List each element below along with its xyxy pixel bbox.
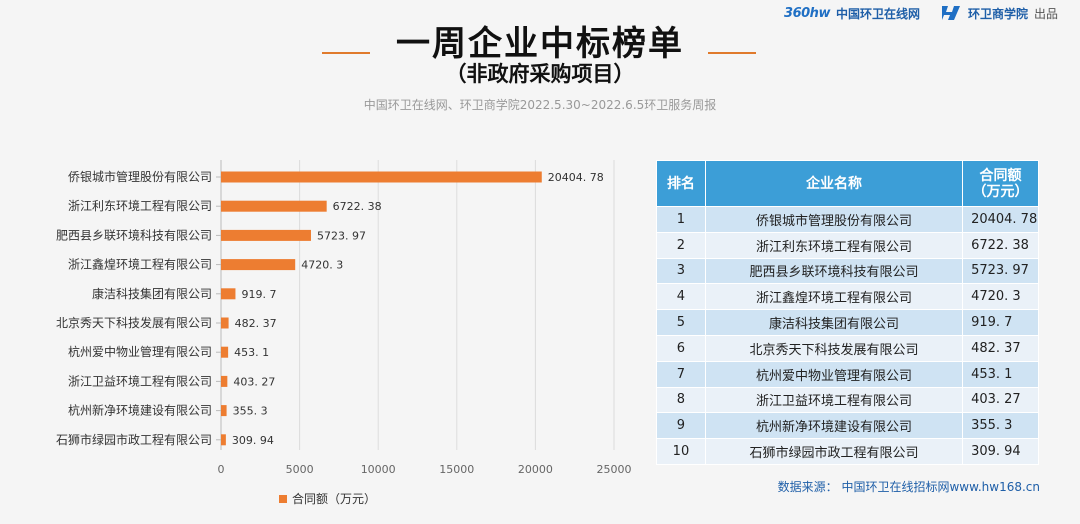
legend-swatch (279, 495, 287, 503)
table-row: 9 杭州新净环境建设有限公司 355. 3 (656, 412, 1039, 440)
rank-cell: 3 (656, 257, 706, 285)
data-label: 453. 1 (234, 346, 269, 359)
rank-cell: 1 (656, 206, 706, 233)
table-header-row: 排名 企业名称 合同额 （万元） (656, 160, 1039, 207)
amount-cell: 5723. 97 (962, 257, 1039, 285)
x-tick-label: 20000 (518, 463, 553, 476)
data-label: 482. 37 (235, 317, 277, 330)
bar (221, 200, 327, 212)
x-tick-label: 15000 (439, 463, 474, 476)
table-row: 1 侨银城市管理股份有限公司 20404. 78 (656, 206, 1039, 233)
brand-bar: 360hw 中国环卫在线网 环卫商学院 出品 (784, 4, 1058, 22)
category-label: 杭州爱中物业管理有限公司 (68, 344, 212, 359)
table-row: 6 北京秀天下科技发展有限公司 482. 37 (656, 334, 1039, 362)
company-cell: 浙江利东环境工程有限公司 (704, 231, 964, 259)
category-label: 浙江鑫煌环境工程有限公司 (68, 257, 212, 272)
company-cell: 肥西县乡联环境科技有限公司 (704, 257, 964, 285)
rank-cell: 8 (656, 386, 706, 414)
table-row: 8 浙江卫益环境工程有限公司 403. 27 (656, 386, 1039, 414)
company-cell: 浙江卫益环境工程有限公司 (704, 386, 964, 414)
category-label: 肥西县乡联环境科技有限公司 (56, 227, 212, 242)
header-company: 企业名称 (704, 160, 964, 207)
bar (221, 259, 296, 271)
brand-suffix: 出品 (1033, 6, 1058, 21)
rank-cell: 4 (656, 283, 706, 311)
amount-cell: 6722. 38 (962, 231, 1039, 259)
page-subtitle: （非政府采购项目） (445, 62, 635, 86)
data-label: 309. 94 (232, 434, 274, 447)
amount-cell: 453. 1 (962, 360, 1039, 388)
amount-cell: 4720. 3 (962, 283, 1039, 311)
legend-label: 合同额（万元） (292, 491, 376, 506)
company-cell: 康洁科技集团有限公司 (704, 309, 964, 336)
table-row: 3 肥西县乡联环境科技有限公司 5723. 97 (656, 257, 1039, 285)
data-label: 20404. 78 (548, 171, 604, 184)
bar (221, 405, 227, 417)
table-row: 4 浙江鑫煌环境工程有限公司 4720. 3 (656, 283, 1039, 311)
bar (221, 317, 229, 329)
amount-cell: 309. 94 (962, 438, 1039, 465)
brand-academy-name: 环卫商学院 (967, 6, 1028, 21)
rank-cell: 9 (656, 412, 706, 440)
title-decor-right (708, 52, 756, 54)
bar (221, 229, 311, 241)
ranking-table: 排名 企业名称 合同额 （万元） 1 侨银城市管理股份有限公司 20404. 78 2… (656, 160, 1039, 465)
table-row: 10 石狮市绿园市政工程有限公司 309. 94 (656, 438, 1039, 465)
brand-site-name: 中国环卫在线网 (835, 6, 920, 21)
category-label: 石狮市绿园市政工程有限公司 (56, 432, 212, 447)
header-rank: 排名 (656, 160, 706, 207)
amount-cell: 919. 7 (962, 309, 1039, 336)
rank-cell: 2 (656, 231, 706, 259)
table-row: 5 康洁科技集团有限公司 919. 7 (656, 309, 1039, 336)
category-label: 康洁科技集团有限公司 (92, 286, 212, 301)
brand-logo-360hw: 360hw (784, 5, 830, 21)
title-wrap: 一周企业中标榜单 (0, 16, 1080, 65)
x-tick-label: 0 (218, 463, 225, 476)
category-label: 侨银城市管理股份有限公司 (68, 169, 212, 184)
data-label: 919. 7 (241, 288, 276, 301)
academy-logo-icon (941, 6, 960, 20)
company-cell: 杭州新净环境建设有限公司 (704, 412, 964, 440)
company-cell: 杭州爱中物业管理有限公司 (704, 360, 964, 388)
category-label: 杭州新净环境建设有限公司 (68, 403, 212, 418)
bar-chart: 0 5000 10000 15000 20000 25000 侨银城市管理股份有限公司 204… (56, 160, 632, 506)
rank-cell: 7 (656, 360, 706, 388)
header-amount: 合同额 （万元） (962, 160, 1039, 207)
rank-cell: 5 (656, 309, 706, 336)
company-cell: 北京秀天下科技发展有限公司 (704, 334, 964, 362)
company-cell: 石狮市绿园市政工程有限公司 (704, 438, 964, 465)
data-label: 5723. 97 (317, 229, 366, 242)
bar (221, 434, 226, 446)
x-tick-label: 10000 (361, 463, 396, 476)
x-tick-label: 5000 (286, 463, 314, 476)
amount-cell: 482. 37 (962, 334, 1039, 362)
page-title: 一周企业中标榜单 (396, 24, 684, 64)
category-label: 浙江利东环境工程有限公司 (68, 198, 212, 213)
page-description: 中国环卫在线网、环卫商学院2022.5.30~2022.6.5环卫服务周报 (363, 98, 717, 112)
amount-cell: 20404. 78 (962, 206, 1039, 233)
amount-cell: 355. 3 (962, 412, 1039, 440)
data-label: 355. 3 (233, 405, 268, 418)
company-cell: 侨银城市管理股份有限公司 (704, 206, 964, 233)
bar (221, 375, 228, 387)
rank-cell: 10 (656, 438, 706, 465)
table-row: 2 浙江利东环境工程有限公司 6722. 38 (656, 231, 1039, 259)
data-label: 403. 27 (233, 375, 275, 388)
data-label: 6722. 38 (333, 200, 382, 213)
category-label: 浙江卫益环境工程有限公司 (68, 373, 212, 388)
table-row: 7 杭州爱中物业管理有限公司 453. 1 (656, 360, 1039, 388)
bar (221, 171, 542, 183)
category-label: 北京秀天下科技发展有限公司 (56, 315, 212, 330)
data-label: 4720. 3 (301, 259, 343, 272)
bar (221, 288, 236, 300)
data-source: 数据来源： 中国环卫在线招标网www.hw168.cn (777, 480, 1040, 494)
title-decor-left (322, 52, 370, 54)
x-tick-label: 25000 (597, 463, 632, 476)
company-cell: 浙江鑫煌环境工程有限公司 (704, 283, 964, 311)
amount-cell: 403. 27 (962, 386, 1039, 414)
rank-cell: 6 (656, 334, 706, 362)
bar (221, 346, 229, 358)
